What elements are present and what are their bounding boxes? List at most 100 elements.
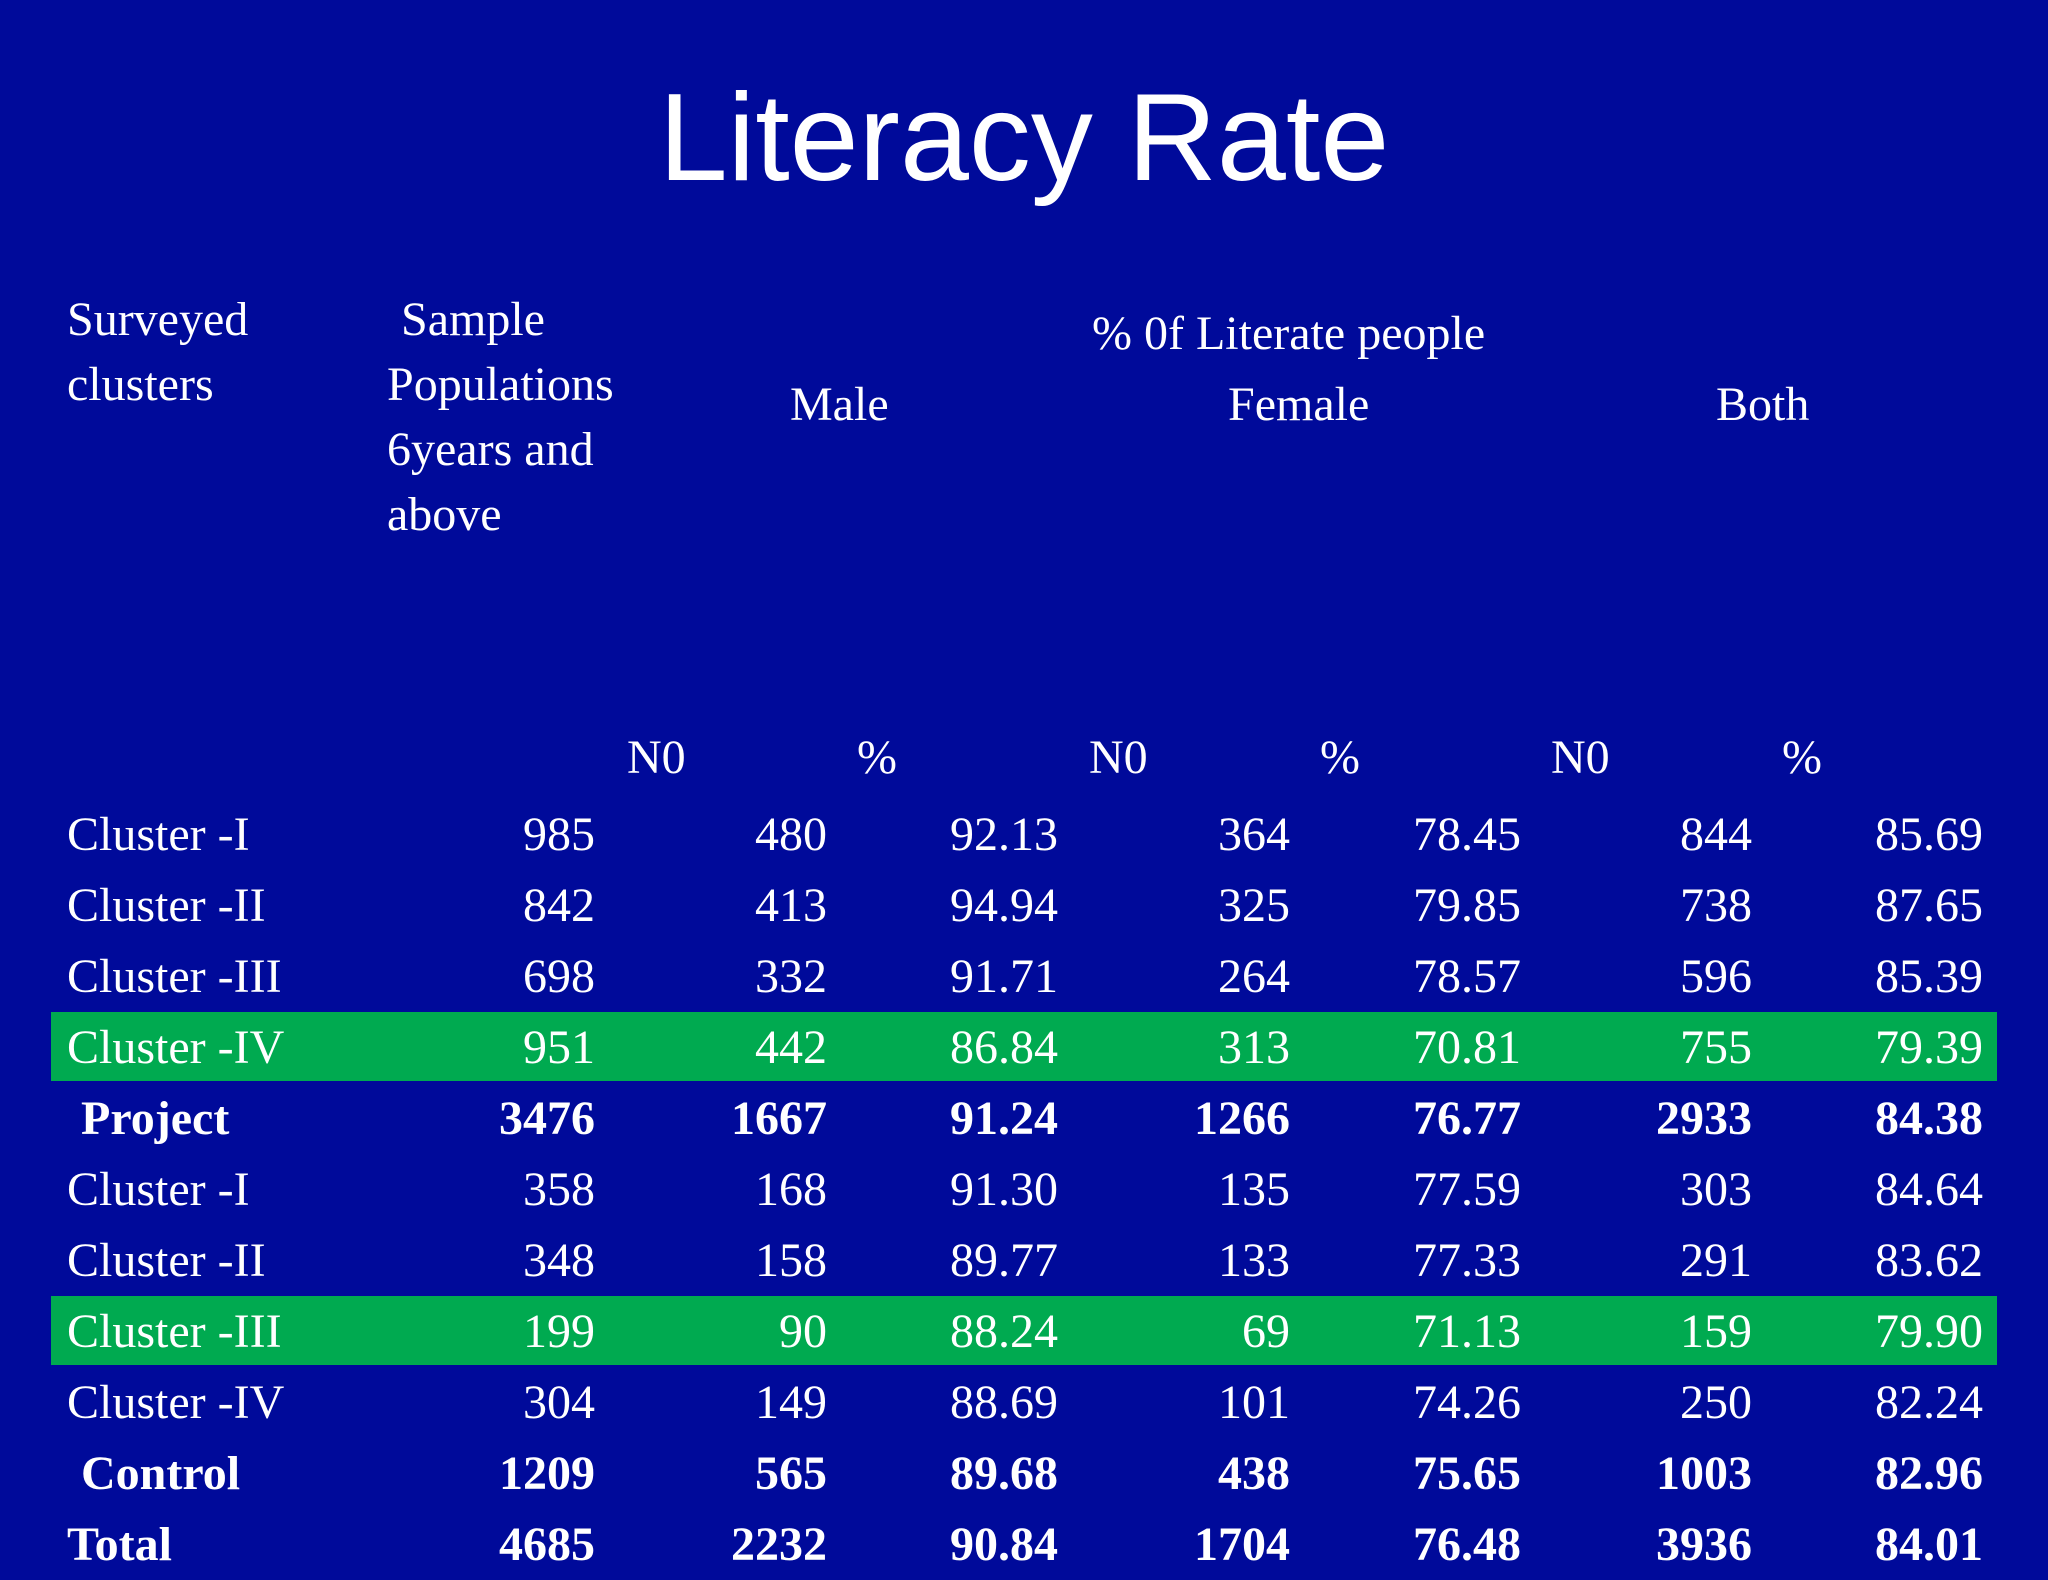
female-no-value: 313 xyxy=(1218,1021,1290,1074)
both-pct-value: 82.96 xyxy=(1875,1447,1983,1500)
female-no-value: 1704 xyxy=(1194,1518,1290,1571)
female-pct-value: 78.57 xyxy=(1413,950,1521,1003)
both-pct-value: 82.24 xyxy=(1875,1376,1983,1429)
both-pct-value: 84.01 xyxy=(1875,1518,1983,1571)
male-no-value: 2232 xyxy=(731,1518,827,1571)
row-label: Cluster -III xyxy=(67,1305,282,1358)
male-pct-value: 91.30 xyxy=(950,1163,1058,1216)
subheader-both-no: N0 xyxy=(1551,731,1610,784)
header-male: Male xyxy=(790,378,889,431)
page-title: Literacy Rate xyxy=(658,69,1390,207)
both-pct-value: 79.39 xyxy=(1875,1021,1983,1074)
row-label: Cluster -II xyxy=(67,1234,266,1287)
literacy-table: Cluster -I 985 480 92.13 364 78.45 844 8… xyxy=(0,799,2048,1580)
both-pct-value: 79.90 xyxy=(1875,1305,1983,1358)
male-no-value: 158 xyxy=(755,1234,827,1287)
male-pct-value: 92.13 xyxy=(950,808,1058,861)
female-no-value: 133 xyxy=(1218,1234,1290,1287)
row-label: Cluster -IV xyxy=(67,1021,285,1074)
table-row: Cluster -II 842 413 94.94 325 79.85 738 … xyxy=(0,870,2048,941)
table-row-control-total: Control 1209 565 89.68 438 75.65 1003 82… xyxy=(0,1438,2048,1509)
male-pct-value: 88.69 xyxy=(950,1376,1058,1429)
header-female: Female xyxy=(1228,378,1370,431)
header-sample-rest: Populations 6years and above xyxy=(387,358,614,541)
row-label: Cluster -II xyxy=(67,879,266,932)
male-pct-value: 94.94 xyxy=(950,879,1058,932)
female-pct-value: 71.13 xyxy=(1413,1305,1521,1358)
table-row: Cluster -I 985 480 92.13 364 78.45 844 8… xyxy=(0,799,2048,870)
male-pct-value: 89.77 xyxy=(950,1234,1058,1287)
female-pct-value: 78.45 xyxy=(1413,808,1521,861)
both-pct-value: 84.38 xyxy=(1875,1092,1983,1145)
both-no-value: 250 xyxy=(1680,1376,1752,1429)
female-no-value: 325 xyxy=(1218,879,1290,932)
sample-population-value: 842 xyxy=(523,879,595,932)
male-pct-value: 91.71 xyxy=(950,950,1058,1003)
subheader-male-no: N0 xyxy=(627,731,686,784)
female-pct-value: 76.77 xyxy=(1413,1092,1521,1145)
both-pct-value: 85.69 xyxy=(1875,808,1983,861)
female-pct-value: 79.85 xyxy=(1413,879,1521,932)
male-no-value: 442 xyxy=(755,1021,827,1074)
table-row: Cluster -II 348 158 89.77 133 77.33 291 … xyxy=(0,1225,2048,1296)
both-no-value: 1003 xyxy=(1656,1447,1752,1500)
both-pct-value: 87.65 xyxy=(1875,879,1983,932)
row-label: Cluster -III xyxy=(67,950,282,1003)
female-no-value: 364 xyxy=(1218,808,1290,861)
both-no-value: 738 xyxy=(1680,879,1752,932)
subheader-female-no: N0 xyxy=(1089,731,1148,784)
both-no-value: 303 xyxy=(1680,1163,1752,1216)
header-sample-population: Sample Populations 6years and above xyxy=(387,287,617,547)
male-pct-value: 91.24 xyxy=(950,1092,1058,1145)
sample-population-value: 348 xyxy=(523,1234,595,1287)
both-no-value: 844 xyxy=(1680,808,1752,861)
male-pct-value: 89.68 xyxy=(950,1447,1058,1500)
male-no-value: 149 xyxy=(755,1376,827,1429)
female-no-value: 69 xyxy=(1242,1305,1290,1358)
table-row-highlighted: Cluster -IV 951 442 86.84 313 70.81 755 … xyxy=(0,1012,2048,1083)
both-no-value: 2933 xyxy=(1656,1092,1752,1145)
table-row: Cluster -III 698 332 91.71 264 78.57 596… xyxy=(0,941,2048,1012)
table-row-grand-total: Total 4685 2232 90.84 1704 76.48 3936 84… xyxy=(0,1509,2048,1580)
male-no-value: 90 xyxy=(779,1305,827,1358)
male-pct-value: 90.84 xyxy=(950,1518,1058,1571)
female-pct-value: 74.26 xyxy=(1413,1376,1521,1429)
female-no-value: 101 xyxy=(1218,1376,1290,1429)
male-no-value: 413 xyxy=(755,879,827,932)
male-pct-value: 86.84 xyxy=(950,1021,1058,1074)
both-no-value: 3936 xyxy=(1656,1518,1752,1571)
both-no-value: 596 xyxy=(1680,950,1752,1003)
female-no-value: 438 xyxy=(1218,1447,1290,1500)
row-label: Project xyxy=(81,1092,230,1145)
sample-population-value: 4685 xyxy=(499,1518,595,1571)
male-pct-value: 88.24 xyxy=(950,1305,1058,1358)
table-row-project-total: Project 3476 1667 91.24 1266 76.77 2933 … xyxy=(0,1083,2048,1154)
subheader-both-pct: % xyxy=(1782,731,1822,784)
female-pct-value: 77.33 xyxy=(1413,1234,1521,1287)
row-label: Cluster -IV xyxy=(67,1376,285,1429)
male-no-value: 168 xyxy=(755,1163,827,1216)
both-pct-value: 83.62 xyxy=(1875,1234,1983,1287)
header-surveyed-clusters: Surveyed clusters xyxy=(67,293,249,411)
female-no-value: 1266 xyxy=(1194,1092,1290,1145)
both-pct-value: 84.64 xyxy=(1875,1163,1983,1216)
male-no-value: 565 xyxy=(755,1447,827,1500)
both-no-value: 291 xyxy=(1680,1234,1752,1287)
sample-population-value: 951 xyxy=(523,1021,595,1074)
sample-population-value: 1209 xyxy=(499,1447,595,1500)
sample-population-value: 199 xyxy=(523,1305,595,1358)
sample-population-value: 358 xyxy=(523,1163,595,1216)
header-both: Both xyxy=(1716,378,1810,431)
row-label: Control xyxy=(81,1447,241,1500)
both-pct-value: 85.39 xyxy=(1875,950,1983,1003)
both-no-value: 159 xyxy=(1680,1305,1752,1358)
table-row: Cluster -IV 304 149 88.69 101 74.26 250 … xyxy=(0,1367,2048,1438)
male-no-value: 1667 xyxy=(731,1092,827,1145)
male-no-value: 480 xyxy=(755,808,827,861)
female-pct-value: 77.59 xyxy=(1413,1163,1521,1216)
female-pct-value: 75.65 xyxy=(1413,1447,1521,1500)
table-row-highlighted: Cluster -III 199 90 88.24 69 71.13 159 7… xyxy=(0,1296,2048,1367)
sample-population-value: 3476 xyxy=(499,1092,595,1145)
table-row: Cluster -I 358 168 91.30 135 77.59 303 8… xyxy=(0,1154,2048,1225)
female-no-value: 135 xyxy=(1218,1163,1290,1216)
